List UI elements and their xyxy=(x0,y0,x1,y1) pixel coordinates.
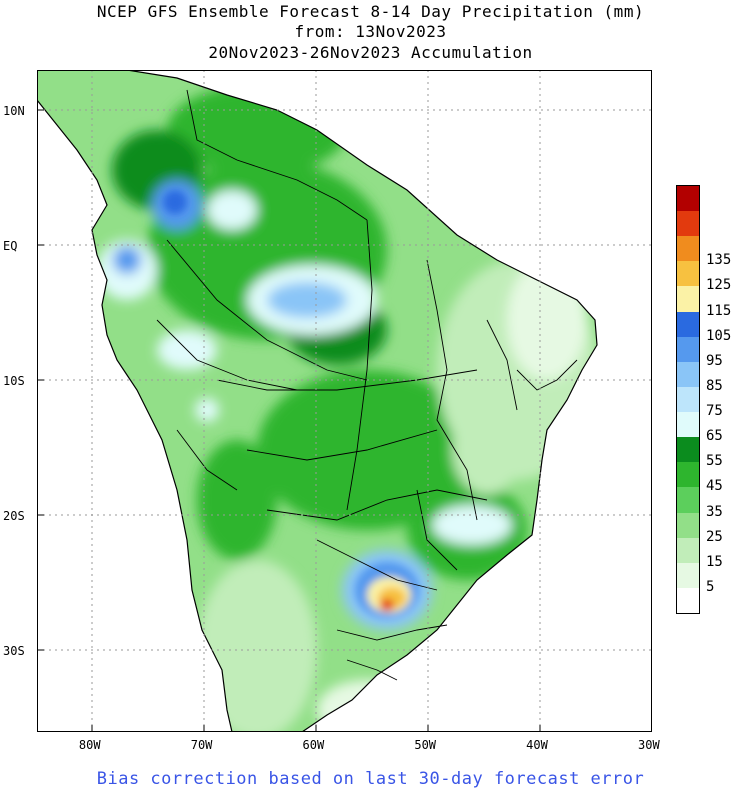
legend-swatch xyxy=(677,437,699,463)
legend-label: 105 xyxy=(706,327,732,344)
legend-label: 35 xyxy=(706,503,723,520)
legend-swatch xyxy=(677,537,699,564)
lon-tick-label: 70W xyxy=(190,738,213,752)
title-line-3: 20Nov2023-26Nov2023 Accumulation xyxy=(208,43,533,62)
lat-tick-label: 10N xyxy=(3,103,25,118)
lon-tick-label: 50W xyxy=(414,738,437,752)
legend-label: 65 xyxy=(706,428,723,445)
legend-swatch xyxy=(677,512,699,539)
legend-label: 5 xyxy=(706,578,715,595)
legend-swatch xyxy=(677,462,699,488)
legend-swatch xyxy=(677,587,699,614)
lat-tick-label: 10S xyxy=(3,373,25,388)
legend-swatch xyxy=(677,412,699,438)
precipitation-map xyxy=(37,70,652,732)
legend-label: 25 xyxy=(706,528,723,545)
legend-swatch xyxy=(677,336,699,363)
legend-label: 15 xyxy=(706,553,723,570)
color-legend xyxy=(676,185,700,614)
lat-tick-label: 30S xyxy=(3,643,25,658)
lat-tick-label: 20S xyxy=(3,508,25,523)
legend-label: 85 xyxy=(706,377,723,394)
lon-tick-label: 30W xyxy=(638,738,660,752)
legend-swatch xyxy=(677,211,699,237)
legend-swatch xyxy=(677,286,699,313)
legend-label: 135 xyxy=(706,252,732,269)
legend-swatch xyxy=(677,361,699,388)
lat-lon-grid xyxy=(37,70,652,732)
political-borders xyxy=(156,89,578,681)
title-line-1: NCEP GFS Ensemble Forecast 8-14 Day Prec… xyxy=(96,2,645,21)
map-canvas xyxy=(37,70,652,732)
lon-tick-label: 60W xyxy=(302,738,325,752)
legend-label: 55 xyxy=(706,453,723,470)
legend-label: 45 xyxy=(706,478,723,495)
legend-swatch xyxy=(677,487,699,514)
legend-swatch xyxy=(677,386,699,413)
legend-label: 115 xyxy=(706,302,732,319)
lon-tick-label: 40W xyxy=(526,738,548,752)
axis-ticks xyxy=(37,109,541,732)
legend-label: 75 xyxy=(706,403,723,420)
legend-swatch xyxy=(677,186,699,212)
title-line-2: from: 13Nov2023 xyxy=(294,22,447,41)
lon-tick-label: 80W xyxy=(78,738,101,752)
legend-label: 95 xyxy=(706,352,723,369)
map-border xyxy=(37,70,652,732)
legend-swatch xyxy=(677,311,699,338)
lat-tick-label: EQ xyxy=(3,238,18,253)
bias-correction-note: Bias correction based on last 30-day for… xyxy=(96,769,645,789)
legend-swatch xyxy=(677,236,699,262)
coastline xyxy=(37,70,598,732)
legend-swatch xyxy=(677,562,699,589)
legend-label: 125 xyxy=(706,277,732,294)
legend-swatch xyxy=(677,261,699,287)
